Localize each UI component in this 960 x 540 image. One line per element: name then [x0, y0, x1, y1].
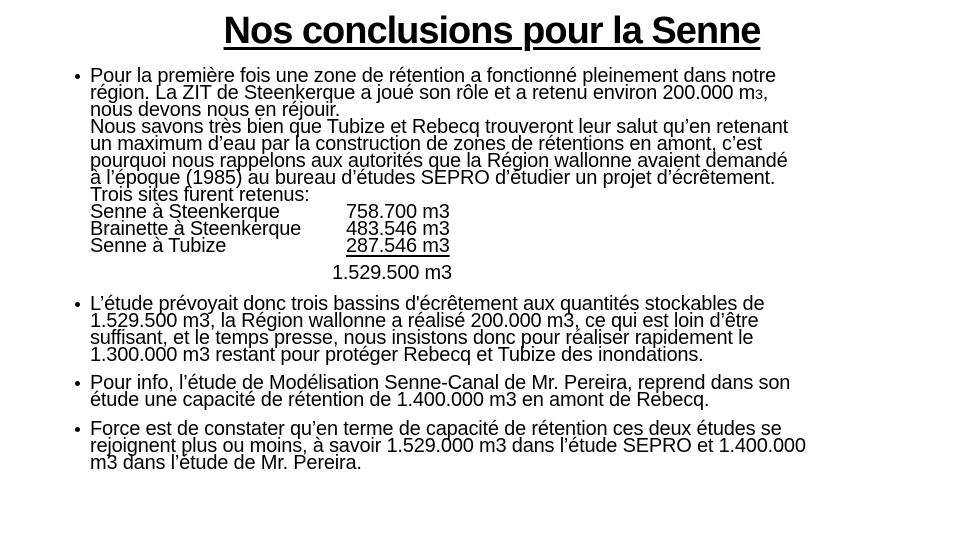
text-line: nous devons nous en réjouir. — [90, 99, 935, 121]
text-segment: Trois sites furent retenus: — [90, 184, 310, 206]
site-label: Senne à Steenkerque — [90, 201, 280, 223]
bullet-icon — [75, 302, 80, 307]
text-segment: pourquoi nous rappelons aux autorités qu… — [90, 150, 788, 172]
text-segment: , — [762, 82, 769, 104]
bullet-icon — [75, 74, 80, 79]
text-segment: Force est de constater qu’en terme de ca… — [90, 418, 782, 440]
text-line: 1.529.500 m3, la Région wallonne a réali… — [90, 310, 935, 332]
text-segment: m3 dans l’étude de Mr. Pereira. — [90, 452, 362, 474]
text-line: Force est de constater qu’en terme de ca… — [90, 418, 935, 440]
text-segment: étude une capacité de rétention de 1.400… — [90, 389, 710, 411]
text-segment: Pour la première fois une zone de rétent… — [90, 65, 776, 87]
table-row: Senne à Steenkerque 758.700 m3 — [90, 201, 935, 223]
text-segment: suffisant, et le temps presse, nous insi… — [90, 327, 754, 349]
text-line: un maximum d’eau par la construction de … — [90, 133, 935, 155]
site-value: 758.700 m3 — [346, 201, 450, 223]
text-segment: Nous savons très bien que Tubize et Rebe… — [90, 116, 788, 138]
bullet-block: Force est de constater qu’en terme de ca… — [75, 418, 935, 474]
text-segment: rejoignent plus ou moins, à savoir 1.529… — [90, 435, 806, 457]
text-line: Pour info, l’étude de Modélisation Senne… — [90, 372, 935, 394]
text-line: Trois sites furent retenus: — [90, 184, 935, 206]
bullet-block: Pour la première fois une zone de rétent… — [75, 65, 935, 257]
site-label: Senne à Tubize — [90, 235, 227, 257]
text-segment: nous devons nous en réjouir. — [90, 99, 341, 121]
text-line: 1.300.000 m3 restant pour protéger Rebec… — [90, 344, 935, 366]
text-segment: région. La ZIT de Steenkerque a joué son… — [90, 82, 756, 104]
text-segment: Pour info, l’étude de Modélisation Senne… — [90, 372, 791, 394]
text-segment: un maximum d’eau par la construction de … — [90, 133, 763, 155]
text-line: suffisant, et le temps presse, nous insi… — [90, 327, 935, 349]
total-row: 1.529.500 m3 — [332, 262, 452, 284]
bullet-block: Pour info, l’étude de Modélisation Senne… — [75, 372, 935, 411]
text-line: Pour la première fois une zone de rétent… — [90, 65, 935, 87]
subscript-3: 3 — [755, 86, 763, 102]
text-segment: L’étude prévoyait donc trois bassins d'é… — [90, 293, 765, 315]
text-line: à l’époque (1985) au bureau d’études SEP… — [90, 167, 935, 189]
page-title-text: Nos conclusions pour la Senne — [223, 10, 762, 52]
text-line: étude une capacité de rétention de 1.400… — [90, 389, 935, 411]
bullet-icon — [75, 381, 80, 386]
text-segment: à l’époque (1985) au bureau d’études SEP… — [90, 167, 776, 189]
site-label: Brainette à Steenkerque — [90, 218, 302, 240]
text-line: L’étude prévoyait donc trois bassins d'é… — [90, 293, 935, 315]
text-line: Nous savons très bien que Tubize et Rebe… — [90, 116, 935, 138]
slide-body: Pour la première fois une zone de rétent… — [75, 65, 935, 474]
text-line: m3 dans l’étude de Mr. Pereira. — [90, 452, 935, 474]
text-line: région. La ZIT de Steenkerque a joué son… — [90, 82, 935, 104]
page-title: Nos conclusions pour la Senne — [12, 10, 960, 53]
site-value: 287.546 m3 — [346, 235, 450, 257]
table-row: Brainette à Steenkerque 483.546 m3 — [90, 218, 935, 240]
bullet-block: L’étude prévoyait donc trois bassins d'é… — [75, 293, 935, 366]
site-value: 483.546 m3 — [346, 218, 450, 240]
text-line: pourquoi nous rappelons aux autorités qu… — [90, 150, 935, 172]
text-line: rejoignent plus ou moins, à savoir 1.529… — [90, 435, 935, 457]
table-row: Senne à Tubize 287.546 m3 — [90, 235, 935, 257]
text-segment: 1.529.500 m3, la Région wallonne a réali… — [90, 310, 759, 332]
bullet-icon — [75, 427, 80, 432]
text-segment: 1.300.000 m3 restant pour protéger Rebec… — [90, 344, 704, 366]
